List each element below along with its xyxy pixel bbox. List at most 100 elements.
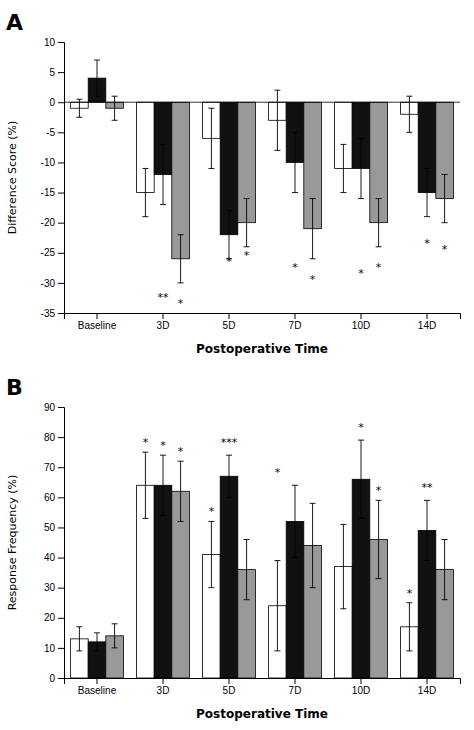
- y-tick-label: 70: [44, 462, 56, 473]
- x-tick-mark: [163, 313, 164, 319]
- plot-area: [71, 440, 454, 678]
- y-tick-mark: [58, 678, 64, 679]
- error-bar: [76, 627, 82, 651]
- error-bar-cap: [76, 626, 82, 627]
- significance-label: *: [226, 255, 232, 268]
- significance-label: *: [178, 445, 184, 458]
- error-bar-cap: [406, 602, 412, 603]
- x-tick-label: 3D: [157, 320, 170, 331]
- error-bar: [112, 96, 118, 120]
- chart-root: -35-30-25-20-15-10-50510Baseline3D5D7D10…: [0, 0, 474, 730]
- significance-label: *: [358, 421, 364, 434]
- y-tick-label: 10: [44, 643, 56, 654]
- y-tick-label: 90: [44, 402, 56, 413]
- error-bar-cap: [442, 222, 448, 223]
- error-bar: [244, 539, 250, 599]
- error-bar-stem: [361, 440, 362, 518]
- x-tick-mark: [97, 678, 98, 684]
- error-bar-stem: [180, 235, 181, 283]
- error-bar-cap: [244, 599, 250, 600]
- x-tick-label: 10D: [352, 685, 370, 696]
- error-bar-cap: [424, 500, 430, 501]
- y-tick: 90: [44, 402, 64, 413]
- error-bar-cap: [292, 192, 298, 193]
- error-bar: [292, 485, 298, 557]
- panel-title: B: [6, 375, 23, 400]
- y-tick-mark: [58, 407, 64, 408]
- y-tick-label: 60: [44, 492, 56, 503]
- x-tick: 5D: [223, 678, 236, 696]
- error-bar-cap: [94, 650, 100, 651]
- error-bar-cap: [292, 485, 298, 486]
- y-axis-line: [58, 408, 65, 679]
- error-bar: [292, 132, 298, 192]
- error-bar-cap: [178, 282, 184, 283]
- error-bar-stem: [180, 461, 181, 521]
- error-bar-cap: [406, 132, 412, 133]
- error-bar-stem: [427, 500, 428, 560]
- error-bar-cap: [112, 647, 118, 648]
- y-tick-label: -30: [41, 278, 56, 289]
- error-bar-cap: [244, 539, 250, 540]
- error-bar-stem: [277, 90, 278, 150]
- error-bar-cap: [376, 246, 382, 247]
- x-tick-label: 7D: [289, 685, 302, 696]
- y-tick: -5: [46, 127, 64, 138]
- y-tick: 30: [44, 582, 64, 593]
- x-tick-label: 7D: [289, 320, 302, 331]
- error-bar-cap: [142, 518, 148, 519]
- error-bar-stem: [97, 60, 98, 96]
- bar: [220, 476, 238, 678]
- annotations: *************: [143, 421, 433, 600]
- error-bar-stem: [211, 521, 212, 587]
- x-tick-mark: [427, 313, 428, 319]
- y-axis: 0102030405060708090: [44, 402, 65, 684]
- error-bar-cap: [424, 216, 430, 217]
- error-bar: [160, 455, 166, 515]
- x-tick: 10D: [352, 678, 370, 696]
- y-tick-mark: [58, 223, 64, 224]
- y-tick: 50: [44, 522, 64, 533]
- y-tick-label: -10: [41, 157, 56, 168]
- y-tick-mark: [58, 618, 64, 619]
- error-bar-cap: [208, 587, 214, 588]
- error-bar: [226, 455, 232, 497]
- error-bar-cap: [178, 461, 184, 462]
- error-bar-stem: [312, 199, 313, 259]
- error-bar-cap: [274, 90, 280, 91]
- error-bar-stem: [343, 144, 344, 192]
- significance-label: *: [310, 273, 316, 286]
- significance-label: *: [424, 237, 430, 250]
- error-bar-stem: [246, 539, 247, 599]
- y-tick-mark: [58, 102, 64, 103]
- y-tick-mark: [58, 437, 64, 438]
- error-bar-cap: [142, 216, 148, 217]
- error-bar-cap: [376, 500, 382, 501]
- x-tick-label: 3D: [157, 685, 170, 696]
- error-bar: [340, 524, 346, 608]
- y-tick: 70: [44, 462, 64, 473]
- significance-label: ***: [221, 436, 238, 449]
- y-tick-label: 30: [44, 582, 56, 593]
- error-bar: [358, 138, 364, 198]
- error-bar: [310, 199, 316, 259]
- x-axis-line: [65, 679, 461, 685]
- error-bar-cap: [424, 168, 430, 169]
- x-tick-mark: [229, 678, 230, 684]
- error-bar-cap: [208, 168, 214, 169]
- error-bar-cap: [310, 587, 316, 588]
- error-bar: [406, 603, 412, 651]
- error-bar: [424, 500, 430, 560]
- y-tick: 60: [44, 492, 64, 503]
- error-bar-cap: [160, 515, 166, 516]
- error-bar-cap: [226, 210, 232, 211]
- x-tick-label: 5D: [223, 320, 236, 331]
- error-bar-stem: [229, 211, 230, 259]
- zero-line: [64, 102, 460, 103]
- error-bar-cap: [274, 560, 280, 561]
- bar-series: [88, 440, 436, 678]
- error-bar-cap: [112, 96, 118, 97]
- error-bar-stem: [79, 627, 80, 651]
- error-bar: [208, 521, 214, 587]
- error-bar-cap: [142, 168, 148, 169]
